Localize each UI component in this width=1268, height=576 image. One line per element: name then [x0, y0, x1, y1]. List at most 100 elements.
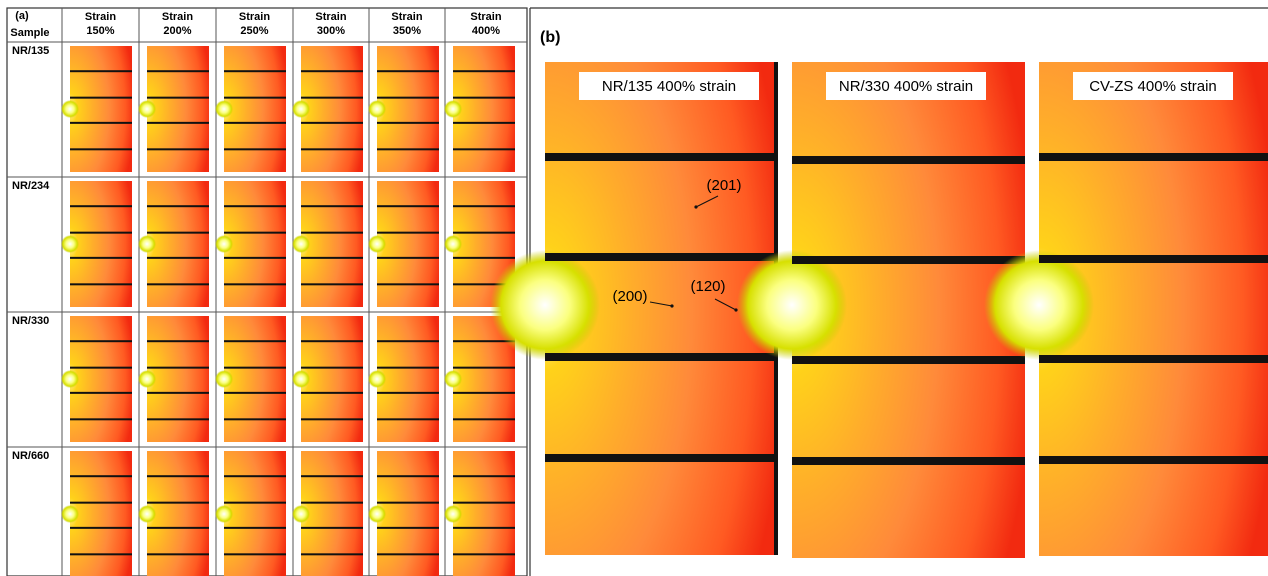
detector-gap: [1039, 456, 1268, 464]
detector-gap: [147, 392, 209, 394]
beam-spot: [444, 100, 462, 118]
figure: (a) Sample (b) Strain150%Strain200%Strai…: [0, 0, 1268, 576]
diffraction-image: [224, 316, 286, 442]
column-header: Sample: [10, 27, 49, 39]
column-header: Strain: [315, 11, 346, 23]
detector-gap: [377, 418, 439, 420]
beam-spot: [368, 505, 386, 523]
beam-spot: [292, 100, 310, 118]
beam-spot: [368, 235, 386, 253]
arrow-head: [694, 205, 697, 208]
beam-spot: [215, 100, 233, 118]
diffraction-image: [224, 181, 286, 307]
detector-gap: [453, 122, 515, 124]
detector-gap: [792, 457, 1025, 465]
detector-gap: [147, 70, 209, 72]
detector-gap: [453, 257, 515, 259]
detector-gap: [70, 367, 132, 369]
detector-gap: [224, 205, 286, 207]
detector-gap: [147, 283, 209, 285]
column-header: Strain: [239, 11, 270, 23]
annotation: (120): [690, 278, 725, 295]
detector-gap: [301, 148, 363, 150]
row-header: NR/234: [12, 180, 50, 192]
detector-gap: [224, 257, 286, 259]
detector-gap: [545, 153, 778, 161]
column-header: 150%: [86, 25, 114, 37]
detector-gap: [147, 418, 209, 420]
detector-gap: [792, 356, 1025, 364]
diffraction-image: [147, 451, 209, 576]
detector-gap: [377, 70, 439, 72]
column-header: Strain: [85, 11, 116, 23]
detector-gap: [453, 205, 515, 207]
image-label: NR/330 400% strain: [839, 78, 973, 95]
detector-gap: [377, 553, 439, 555]
beam-spot: [444, 505, 462, 523]
detector-gap: [147, 257, 209, 259]
detector-gap: [377, 232, 439, 234]
detector-gap: [301, 340, 363, 342]
detector-gap: [792, 156, 1025, 164]
detector-gap: [453, 392, 515, 394]
detector-gap: [147, 148, 209, 150]
detector-gap: [377, 367, 439, 369]
beam-spot: [737, 250, 847, 360]
beam-spot: [368, 370, 386, 388]
image-label: NR/135 400% strain: [602, 78, 736, 95]
detector-gap: [453, 367, 515, 369]
detector-gap: [453, 527, 515, 529]
detector-gap: [377, 502, 439, 504]
arrow-head: [734, 308, 737, 311]
diffraction-image: [453, 46, 515, 172]
column-header: Strain: [470, 11, 501, 23]
diffraction-image: [377, 451, 439, 576]
detector-gap: [301, 97, 363, 99]
column-header: 200%: [163, 25, 191, 37]
diffraction-image: [147, 316, 209, 442]
row-header: NR/135: [12, 45, 49, 57]
diffraction-image: [147, 181, 209, 307]
annotation: (201): [706, 177, 741, 194]
diffraction-image: [301, 451, 363, 576]
detector-gap: [453, 70, 515, 72]
detector-gap: [224, 392, 286, 394]
beam-spot: [138, 370, 156, 388]
detector-gap: [301, 502, 363, 504]
detector-gap: [377, 257, 439, 259]
detector-gap: [224, 527, 286, 529]
detector-gap: [224, 283, 286, 285]
detector-gap: [224, 97, 286, 99]
detector-gap: [70, 70, 132, 72]
beam-spot: [138, 235, 156, 253]
detector-gap: [1039, 153, 1268, 161]
detector-gap: [224, 418, 286, 420]
detector-gap: [1039, 355, 1268, 363]
column-header: Strain: [162, 11, 193, 23]
detector-gap: [147, 367, 209, 369]
beam-spot: [292, 370, 310, 388]
detector-gap: [377, 527, 439, 529]
detector-gap: [224, 122, 286, 124]
image-label: CV-ZS 400% strain: [1089, 78, 1217, 95]
detector-gap: [377, 122, 439, 124]
diffraction-image: [70, 451, 132, 576]
detector-gap: [301, 283, 363, 285]
beam-spot: [490, 250, 600, 360]
detector-gap: [70, 148, 132, 150]
detector-gap: [453, 232, 515, 234]
row-header: NR/330: [12, 315, 49, 327]
beam-spot: [292, 505, 310, 523]
column-header: 400%: [472, 25, 500, 37]
detector-gap: [147, 205, 209, 207]
detector-gap: [70, 97, 132, 99]
diffraction-image: [70, 46, 132, 172]
detector-gap: [224, 232, 286, 234]
beam-spot: [138, 100, 156, 118]
diffraction-image: [147, 46, 209, 172]
detector-gap: [453, 502, 515, 504]
diffraction-image: [377, 316, 439, 442]
detector-gap: [301, 367, 363, 369]
detector-gap: [224, 148, 286, 150]
detector-gap: [545, 253, 778, 261]
